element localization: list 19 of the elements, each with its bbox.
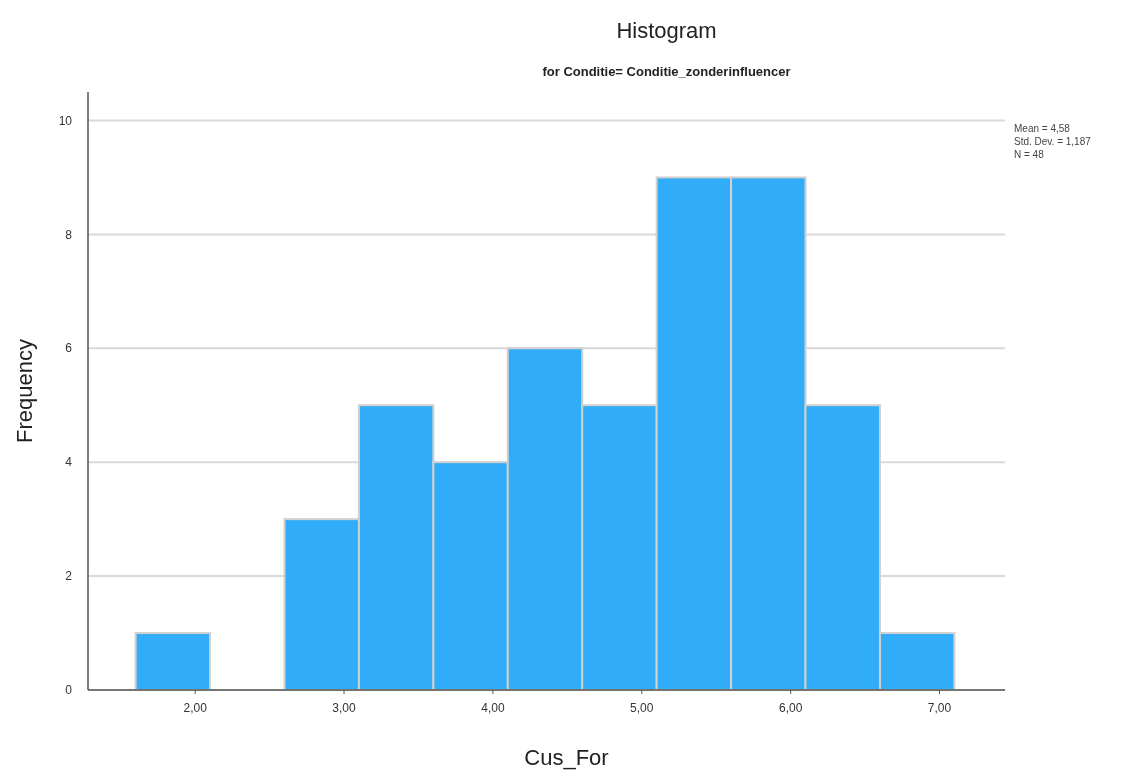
y-axis-title: Frequency [12,339,37,443]
y-tick-label: 0 [65,683,73,698]
x-tick-label: 5,00 [630,701,654,715]
chart-title: Histogram [616,18,717,43]
text: Mean = 4,58 [1014,123,1071,134]
y-tick-label: 6 [65,341,73,356]
y-tick-label: 8 [65,227,73,242]
text: Std. Dev. = 1,187 [1014,136,1092,147]
x-axis-title: Cus_For [524,745,609,770]
x-tick-label: 4,00 [481,701,505,715]
x-tick-label: 3,00 [332,701,357,715]
y-tick-label: 4 [65,455,73,470]
x-tick-label: 7,00 [927,701,952,715]
y-tick-label: 2 [65,569,73,584]
text: N = 48 [1014,149,1045,160]
x-tick-label: 2,00 [183,701,208,715]
x-tick-label: 6,00 [778,701,803,715]
y-tick-label: 10 [58,113,73,128]
chart-subtitle: for Conditie= Conditie_zonderinfluencer [542,64,791,79]
